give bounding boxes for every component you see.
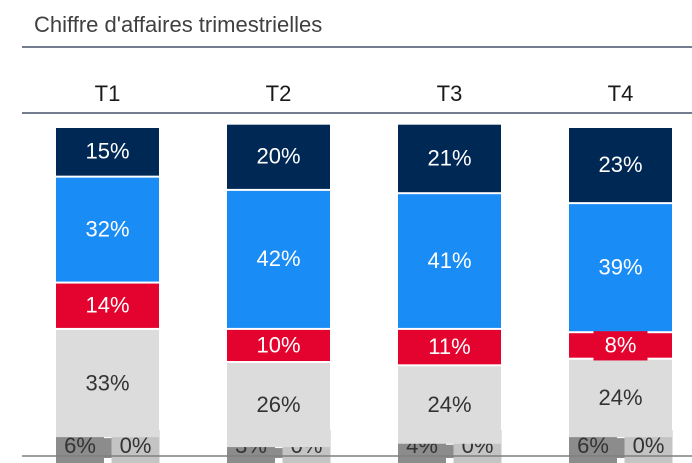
value-label: 23% bbox=[598, 152, 642, 177]
bar-segment bbox=[569, 128, 672, 203]
value-label: 24% bbox=[598, 385, 642, 410]
bar-segment bbox=[398, 124, 501, 193]
bar-segment bbox=[398, 366, 501, 444]
bar-segment bbox=[227, 190, 330, 328]
value-label: 41% bbox=[427, 248, 471, 273]
bar-segment bbox=[227, 363, 330, 448]
value-label: 26% bbox=[256, 392, 300, 417]
bar-segment bbox=[569, 204, 672, 332]
value-label: 39% bbox=[598, 254, 642, 279]
value-label: 24% bbox=[427, 392, 471, 417]
value-label: 32% bbox=[85, 216, 129, 241]
bar-segment bbox=[398, 329, 501, 365]
value-label: 33% bbox=[85, 370, 129, 395]
value-label: 10% bbox=[256, 332, 300, 357]
category-label: T1 bbox=[95, 81, 121, 106]
value-label: 14% bbox=[85, 293, 129, 318]
bar-segment bbox=[56, 329, 159, 438]
value-label: 8% bbox=[605, 332, 637, 357]
bar-segment bbox=[56, 128, 159, 176]
label-box bbox=[593, 330, 648, 361]
category-label: T4 bbox=[608, 81, 634, 106]
bar-segment bbox=[56, 283, 159, 328]
chart-title: Chiffre d'affaires trimestrielles bbox=[34, 12, 322, 37]
value-label: 20% bbox=[256, 144, 300, 169]
bar-segment bbox=[227, 124, 330, 189]
value-label: 21% bbox=[427, 145, 471, 170]
value-label: 15% bbox=[85, 139, 129, 164]
value-label: 42% bbox=[256, 246, 300, 271]
bar-segment bbox=[56, 177, 159, 282]
bar-segment bbox=[227, 329, 330, 362]
bar-segment bbox=[227, 448, 330, 458]
category-label: T3 bbox=[437, 81, 463, 106]
category-label: T2 bbox=[266, 81, 292, 106]
bar-segment bbox=[569, 359, 672, 438]
value-label: 11% bbox=[428, 334, 470, 359]
bar-segment bbox=[398, 194, 501, 328]
